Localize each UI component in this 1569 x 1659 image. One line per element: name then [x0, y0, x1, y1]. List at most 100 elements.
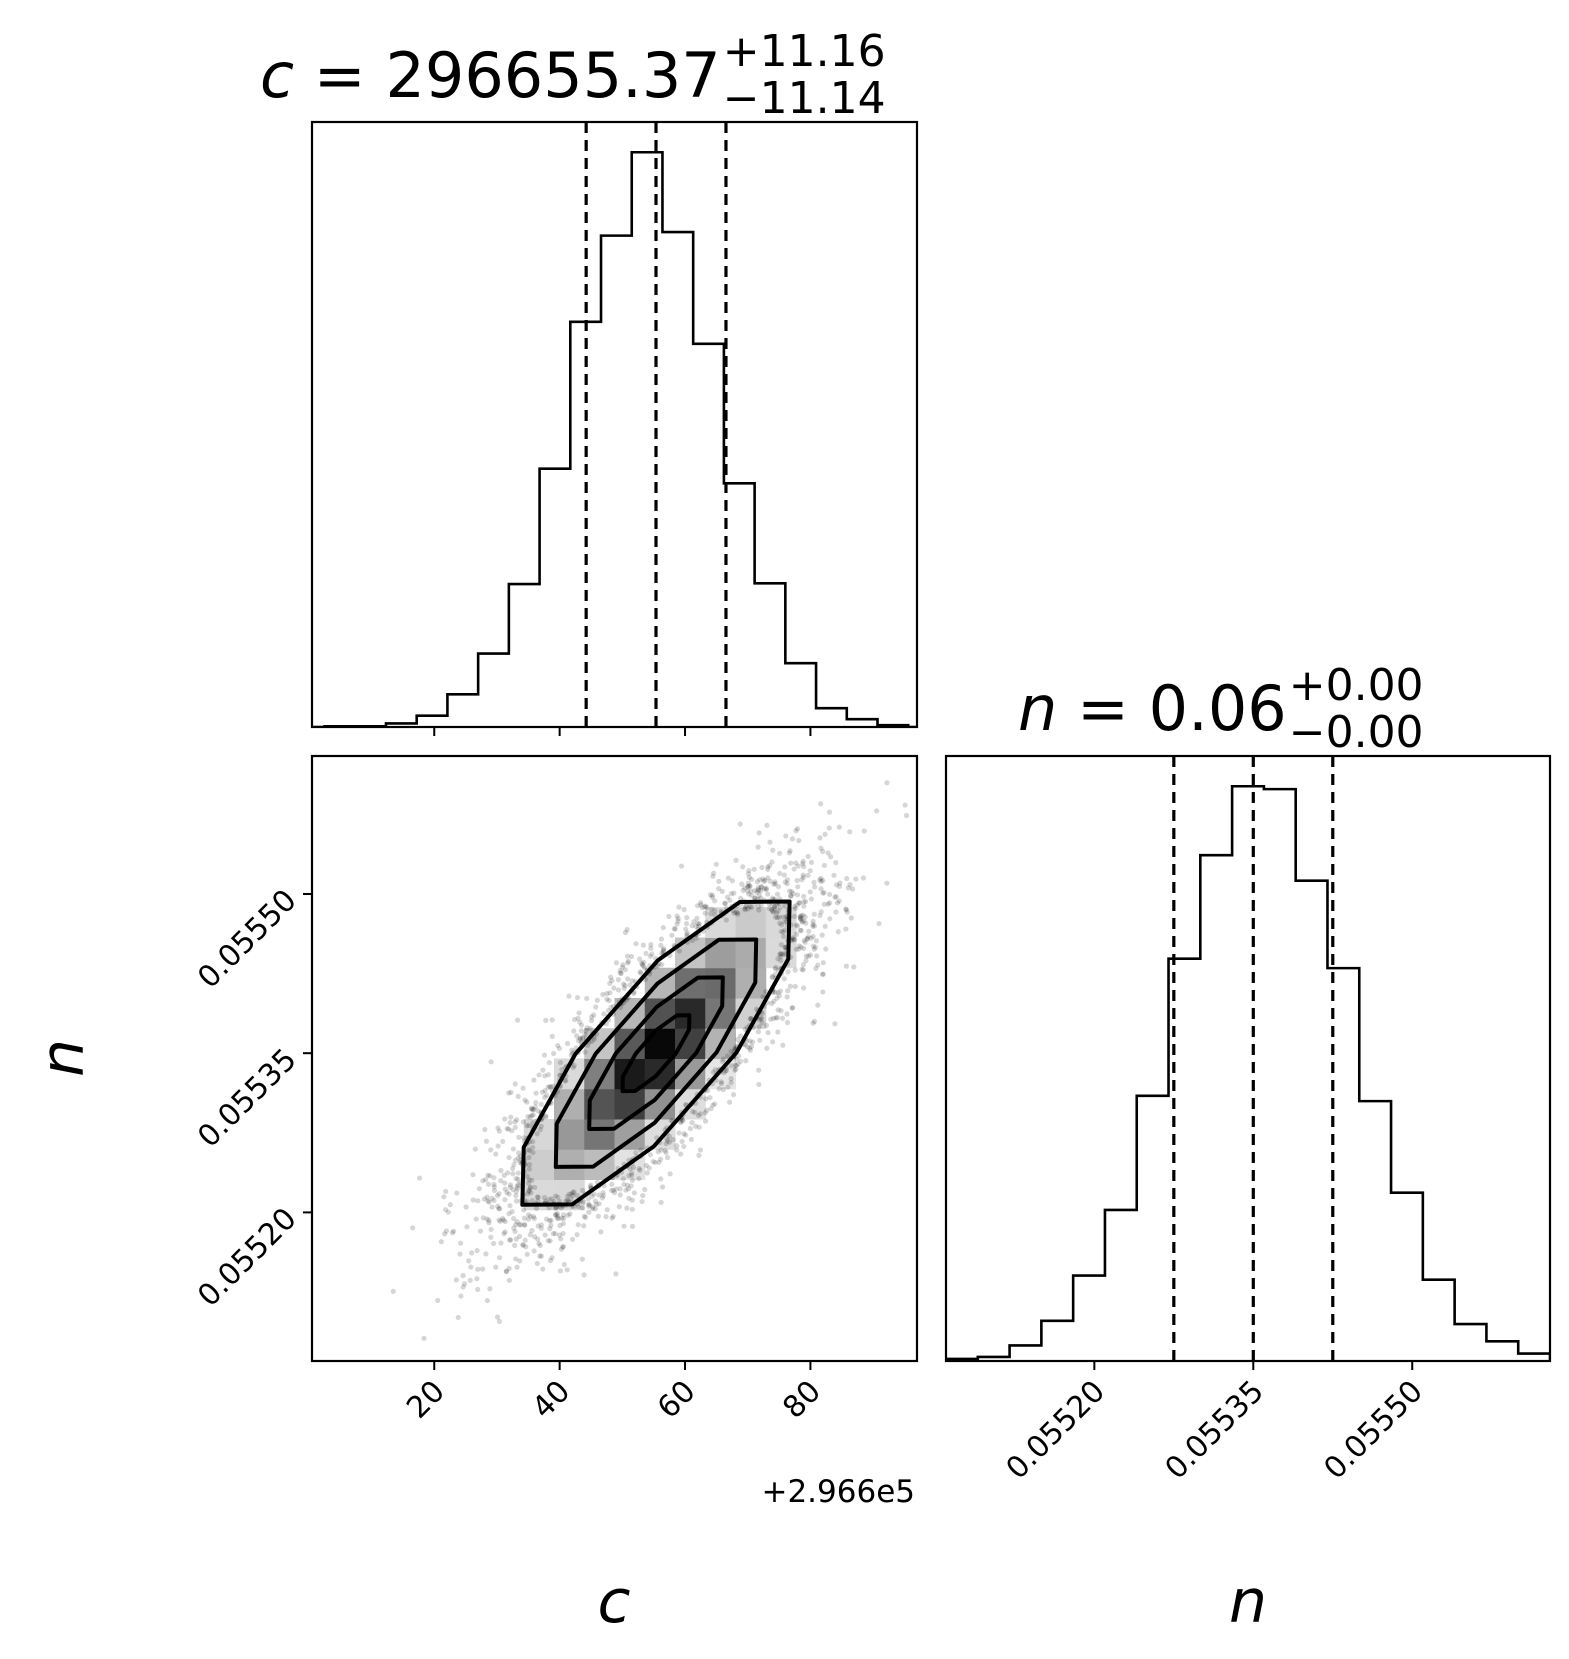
- scatter-point: [719, 888, 725, 895]
- scatter-point: [559, 1215, 565, 1221]
- c-marginal-panel: c = 296655.37 +11.16 −11.14: [260, 26, 919, 736]
- scatter-point: [716, 1086, 722, 1092]
- scatter-point: [592, 1206, 598, 1212]
- scatter-point: [725, 1053, 731, 1059]
- scatter-point: [733, 1066, 739, 1072]
- scatter-point: [811, 946, 817, 952]
- scatter-point: [636, 1176, 642, 1182]
- scatter-point: [501, 1172, 507, 1178]
- scatter-point: [709, 906, 715, 912]
- scatter-point: [547, 1083, 553, 1090]
- scatter-point: [763, 1022, 770, 1029]
- scatter-point: [777, 988, 784, 994]
- scatter-point: [690, 1108, 696, 1115]
- scatter-point: [748, 888, 754, 894]
- scatter-point: [701, 904, 708, 910]
- scatter-point: [808, 896, 814, 902]
- scatter-point: [589, 1014, 595, 1020]
- scatter-point: [547, 1257, 554, 1264]
- scatter-point: [681, 906, 687, 913]
- scatter-point: [457, 1251, 463, 1257]
- scatter-point: [788, 893, 794, 899]
- scatter-point: [587, 1184, 593, 1190]
- scatter-point: [797, 915, 804, 921]
- scatter-point: [511, 1225, 517, 1231]
- n-marginal-x-tick-label: 0.05520: [1000, 1374, 1112, 1486]
- scatter-point: [821, 862, 827, 869]
- scatter-point: [504, 1189, 510, 1195]
- scatter-point: [721, 1070, 727, 1076]
- scatter-point: [736, 1053, 742, 1059]
- scatter-point: [447, 1202, 454, 1208]
- scatter-point: [622, 929, 629, 936]
- scatter-point: [416, 1175, 423, 1181]
- scatter-point: [737, 1033, 744, 1039]
- scatter-point: [642, 1186, 648, 1193]
- scatter-point: [476, 1186, 482, 1192]
- scatter-point: [599, 1195, 606, 1201]
- scatter-point: [818, 878, 824, 885]
- scatter-point: [627, 1165, 633, 1171]
- scatter-point: [605, 1007, 612, 1014]
- scatter-point: [540, 1067, 546, 1073]
- scatter-point: [526, 1187, 532, 1193]
- scatter-point: [702, 1118, 709, 1124]
- n-histogram-bin: [1359, 1101, 1391, 1361]
- scatter-point: [770, 847, 776, 853]
- scatter-point: [810, 918, 816, 924]
- scatter-point: [832, 1021, 838, 1027]
- scatter-point: [464, 1224, 470, 1230]
- scatter-point: [571, 1062, 577, 1069]
- scatter-point: [797, 900, 803, 906]
- scatter-point: [794, 826, 801, 832]
- scatter-point: [712, 1067, 718, 1073]
- scatter-point: [571, 1016, 578, 1023]
- scatter-point: [650, 1158, 656, 1165]
- scatter-point: [781, 919, 788, 925]
- scatter-point: [570, 1064, 576, 1071]
- scatter-point: [784, 994, 790, 1000]
- scatter-point: [758, 1015, 764, 1021]
- scatter-point: [559, 1067, 565, 1073]
- scatter-point: [835, 929, 841, 935]
- n-histogram-bin: [1423, 1280, 1455, 1361]
- scatter-point: [759, 1020, 765, 1026]
- scatter-point: [510, 1165, 516, 1172]
- scatter-point: [489, 1204, 495, 1210]
- scatter-point: [758, 1016, 764, 1022]
- scatter-point: [884, 780, 890, 786]
- scatter-point: [727, 897, 733, 903]
- scatter-point: [593, 1004, 599, 1010]
- scatter-point: [560, 1220, 567, 1227]
- scatter-point: [787, 731, 792, 736]
- scatter-point: [799, 877, 805, 883]
- scatter-point: [493, 1151, 499, 1157]
- joint-y-tick-label: 0.05550: [191, 883, 303, 995]
- scatter-point: [513, 1256, 519, 1262]
- scatter-point: [772, 904, 778, 910]
- scatter-point: [820, 848, 826, 854]
- scatter-point: [800, 912, 806, 918]
- scatter-point: [789, 1005, 795, 1011]
- scatter-point: [733, 1062, 739, 1069]
- scatter-point: [772, 879, 778, 885]
- scatter-point: [629, 1197, 635, 1203]
- scatter-point: [660, 924, 666, 931]
- scatter-point: [818, 875, 824, 881]
- scatter-point: [549, 1017, 555, 1023]
- scatter-point: [716, 878, 722, 884]
- scatter-point: [575, 1203, 581, 1210]
- scatter-point: [765, 1030, 771, 1036]
- scatter-point: [803, 898, 809, 905]
- density-cell: [554, 1149, 585, 1180]
- scatter-point: [710, 873, 716, 879]
- scatter-point: [708, 911, 714, 917]
- scatter-point: [752, 895, 758, 901]
- scatter-point: [823, 946, 829, 952]
- scatter-point: [781, 933, 787, 939]
- scatter-point: [742, 905, 748, 912]
- scatter-point: [515, 1150, 522, 1156]
- scatter-point: [579, 1256, 585, 1262]
- joint-x-tick-label: 40: [526, 1374, 578, 1426]
- scatter-point: [822, 923, 828, 929]
